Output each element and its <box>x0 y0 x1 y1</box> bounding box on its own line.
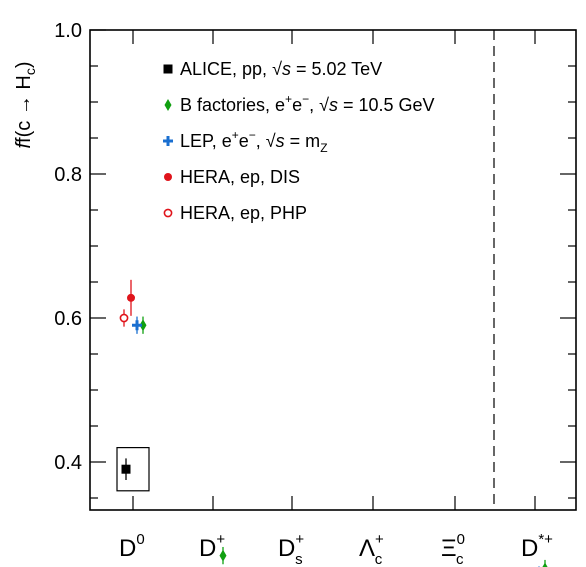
legend-entry: HERA, ep, PHP <box>180 203 307 223</box>
legend-entry: LEP, e+e−, √s = mZ <box>180 128 328 155</box>
x-category-label: D+ s <box>278 531 304 567</box>
y-axis-label: ff(c → Hc) <box>13 61 38 148</box>
data-point <box>542 562 548 567</box>
legend-marker <box>163 64 173 74</box>
x-category-label: D+ <box>199 531 225 562</box>
legend-marker <box>163 208 173 218</box>
x-category-label: Λ+ c <box>359 531 384 567</box>
data-point <box>219 549 227 562</box>
legend-entry: HERA, ep, DIS <box>180 167 300 187</box>
series-4 <box>119 309 129 327</box>
legend: ALICE, pp, √s = 5.02 TeV B factories, e+e… <box>163 59 435 223</box>
y-axis-label-close: ) <box>13 61 35 68</box>
y-axis-label-main: f(c → H <box>13 75 35 143</box>
syst-box <box>116 447 150 492</box>
series-1 <box>139 316 548 567</box>
data-point <box>132 320 142 331</box>
x-axis: D0 D+ D+ s Λ+ c Ξ0 c D*+ <box>119 30 553 567</box>
x-category-label: D*+ <box>521 531 553 562</box>
data-point <box>127 293 135 302</box>
x-category-label: D0 <box>119 531 145 562</box>
legend-marker <box>164 99 172 111</box>
y-tick-label: 0.6 <box>54 308 82 330</box>
x-category-label: Ξ0 c <box>441 531 465 567</box>
data-marks <box>116 279 548 567</box>
y-axis: 0.20.40.60.81.0 <box>54 20 576 499</box>
y-axis-label-sub: c <box>22 68 38 75</box>
series-0 <box>116 447 150 492</box>
y-tick-label: 1.0 <box>54 20 82 42</box>
legend-entry: B factories, e+e−, √s = 10.5 GeV <box>180 92 435 115</box>
plot-border <box>89 29 577 511</box>
data-point <box>119 313 129 323</box>
legend-entry: ALICE, pp, √s = 5.02 TeV <box>180 59 382 79</box>
data-point <box>121 464 131 474</box>
y-tick-label: 0.4 <box>54 452 82 474</box>
y-tick-label: 0.8 <box>54 164 82 186</box>
legend-marker <box>163 136 173 146</box>
legend-marker <box>164 173 172 181</box>
plot-frame <box>89 29 577 511</box>
series-3 <box>127 279 135 316</box>
data-point <box>139 319 147 332</box>
series-2 <box>132 316 540 567</box>
